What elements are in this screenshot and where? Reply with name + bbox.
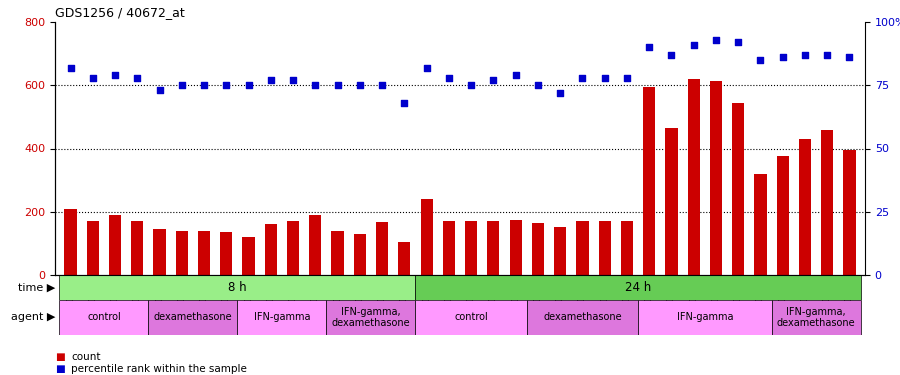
Point: [419, 64, 434, 70]
Point: [486, 77, 500, 83]
Bar: [532, 224, 544, 275]
Point: [842, 54, 857, 60]
Bar: [154, 229, 166, 275]
Text: IFN-gamma: IFN-gamma: [677, 312, 733, 322]
Bar: [621, 221, 633, 275]
Bar: [131, 220, 143, 275]
Point: [286, 77, 301, 83]
Point: [63, 64, 77, 70]
Text: dexamethasone: dexamethasone: [543, 312, 622, 322]
Bar: [526, 300, 638, 335]
Text: control: control: [454, 312, 488, 322]
Text: IFN-gamma,
dexamethasone: IFN-gamma, dexamethasone: [777, 307, 855, 328]
Bar: [86, 221, 99, 275]
Point: [108, 72, 122, 78]
Bar: [331, 231, 344, 275]
Text: agent ▶: agent ▶: [11, 312, 55, 322]
Bar: [354, 234, 366, 275]
Bar: [148, 300, 238, 335]
Text: percentile rank within the sample: percentile rank within the sample: [71, 364, 248, 374]
Text: ■: ■: [55, 364, 65, 374]
Bar: [638, 300, 771, 335]
Point: [86, 75, 100, 81]
Point: [575, 75, 590, 81]
Bar: [176, 231, 188, 275]
Point: [508, 72, 523, 78]
Bar: [598, 221, 611, 275]
Point: [152, 87, 166, 93]
Bar: [771, 300, 860, 335]
Point: [753, 57, 768, 63]
Bar: [65, 209, 76, 275]
Bar: [198, 231, 211, 275]
Bar: [843, 150, 856, 275]
Text: IFN-gamma,
dexamethasone: IFN-gamma, dexamethasone: [332, 307, 410, 328]
Point: [464, 82, 478, 88]
Bar: [416, 275, 860, 300]
Text: dexamethasone: dexamethasone: [154, 312, 232, 322]
Text: ■: ■: [55, 352, 65, 362]
Bar: [710, 81, 722, 275]
Bar: [327, 300, 416, 335]
Point: [820, 52, 834, 58]
Bar: [443, 221, 455, 275]
Point: [130, 75, 145, 81]
Bar: [376, 222, 388, 275]
Bar: [821, 129, 833, 275]
Point: [664, 52, 679, 58]
Point: [397, 100, 411, 106]
Point: [620, 75, 634, 81]
Bar: [287, 221, 299, 275]
Bar: [59, 275, 416, 300]
Text: time ▶: time ▶: [18, 282, 55, 292]
Bar: [465, 221, 477, 275]
Bar: [238, 300, 327, 335]
Bar: [420, 199, 433, 275]
Point: [642, 44, 656, 50]
Bar: [220, 232, 232, 275]
Bar: [509, 220, 522, 275]
Bar: [398, 242, 410, 275]
Point: [553, 90, 567, 96]
Text: 8 h: 8 h: [229, 281, 247, 294]
Bar: [416, 300, 526, 335]
Bar: [265, 224, 277, 275]
Text: IFN-gamma: IFN-gamma: [254, 312, 310, 322]
Bar: [554, 227, 566, 275]
Point: [219, 82, 233, 88]
Bar: [799, 139, 811, 275]
Bar: [310, 215, 321, 275]
Point: [241, 82, 256, 88]
Point: [687, 42, 701, 48]
Point: [708, 37, 723, 43]
Point: [731, 39, 745, 45]
Text: GDS1256 / 40672_at: GDS1256 / 40672_at: [55, 6, 184, 20]
Point: [375, 82, 390, 88]
Bar: [59, 300, 148, 335]
Point: [330, 82, 345, 88]
Bar: [732, 103, 744, 275]
Bar: [109, 215, 122, 275]
Point: [797, 52, 812, 58]
Point: [598, 75, 612, 81]
Point: [531, 82, 545, 88]
Point: [442, 75, 456, 81]
Bar: [242, 237, 255, 275]
Bar: [754, 174, 767, 275]
Bar: [688, 79, 700, 275]
Bar: [576, 221, 589, 275]
Text: control: control: [87, 312, 121, 322]
Point: [353, 82, 367, 88]
Point: [308, 82, 322, 88]
Bar: [643, 87, 655, 275]
Text: count: count: [71, 352, 101, 362]
Bar: [665, 128, 678, 275]
Bar: [487, 221, 500, 275]
Point: [175, 82, 189, 88]
Point: [264, 77, 278, 83]
Text: 24 h: 24 h: [625, 281, 651, 294]
Point: [776, 54, 790, 60]
Point: [197, 82, 211, 88]
Bar: [777, 156, 788, 275]
